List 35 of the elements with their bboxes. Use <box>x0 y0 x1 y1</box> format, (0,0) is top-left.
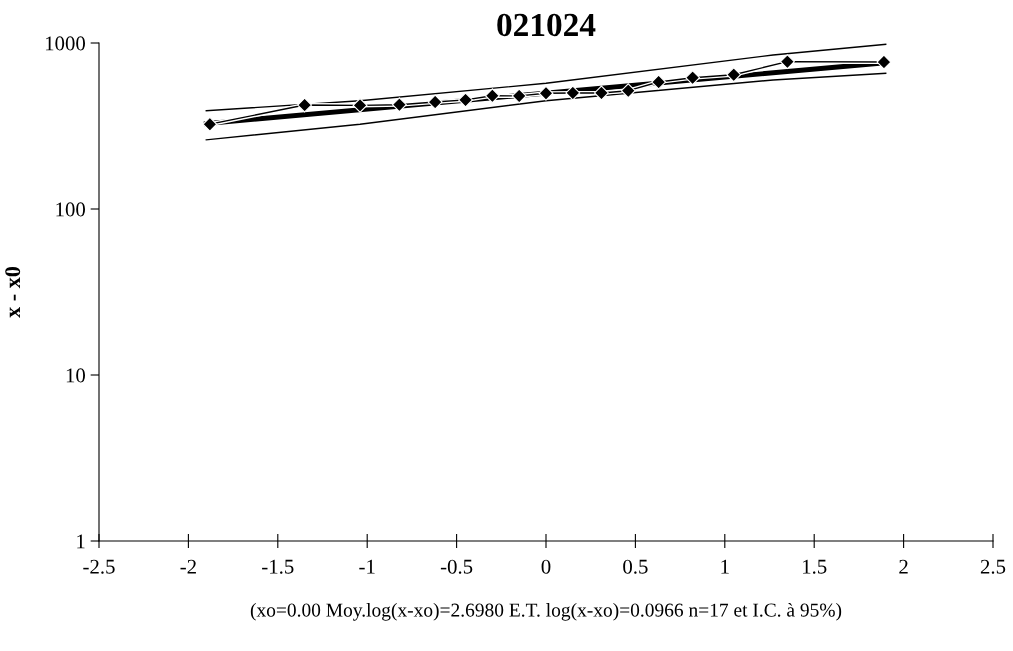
point <box>352 97 368 113</box>
y-axis-title: x - x0 <box>5 266 21 318</box>
point <box>202 116 218 132</box>
point <box>651 74 667 90</box>
point <box>484 88 500 104</box>
x-tick-label: -2 <box>180 559 196 574</box>
x-tick-label: 0 <box>541 559 551 574</box>
x-tick-label: -0.5 <box>440 559 473 574</box>
point <box>458 92 473 108</box>
chart-title: 021024 <box>497 13 596 37</box>
point <box>565 85 581 101</box>
point <box>876 54 892 70</box>
y-tick-label: 10 <box>66 368 86 383</box>
point <box>726 67 742 83</box>
x-tick-label: 2.5 <box>980 559 1006 574</box>
x-axis-title: (xo=0.00 Moy.log(x-xo)=2.6980 E.T. log(x-xo)=0.0966 n=17 et I.C. à 95%) <box>250 602 842 621</box>
point <box>538 85 554 101</box>
point <box>427 94 443 110</box>
y-tick-label: 1 <box>77 534 85 549</box>
x-tick-label: 0.5 <box>623 559 648 574</box>
point <box>593 85 609 101</box>
point <box>685 70 701 86</box>
point <box>297 97 313 113</box>
x-tick-label: -2.5 <box>83 559 115 574</box>
y-tick-label: 100 <box>56 202 86 217</box>
point <box>391 97 407 113</box>
y-tick-label: 1000 <box>45 36 86 51</box>
point <box>511 88 527 104</box>
x-tick-label: 1.5 <box>803 559 827 574</box>
x-tick-label: -1.5 <box>262 559 294 574</box>
x-tick-label: 1 <box>721 559 729 574</box>
x-tick-label: -1 <box>359 559 375 574</box>
x-tick-label: 2 <box>899 559 908 574</box>
point <box>779 54 795 70</box>
point <box>620 83 636 99</box>
